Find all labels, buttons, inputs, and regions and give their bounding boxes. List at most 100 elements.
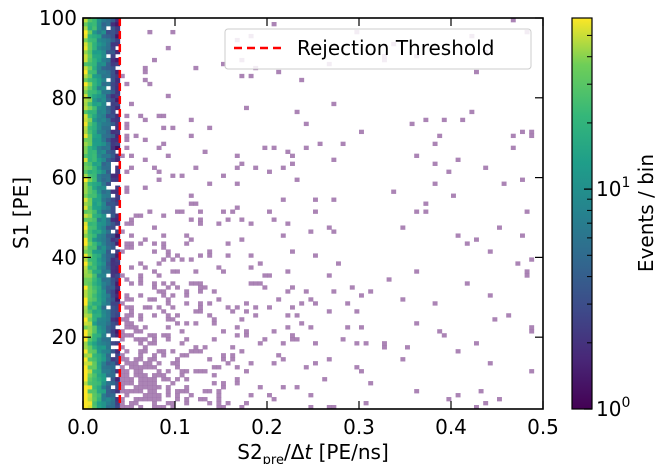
heatmap-cell [96,253,102,258]
heatmap-cell [101,385,107,390]
heatmap-cell [92,261,98,266]
heatmap-cell [129,313,134,318]
heatmap-cell [110,333,116,338]
heatmap-cell [96,221,102,226]
heatmap-cell [87,109,93,115]
heatmap-cell [179,369,185,374]
heatmap-cell [124,321,130,326]
heatmap-cell [216,397,222,402]
heatmap-cell [92,117,98,123]
heatmap-cell [175,321,180,326]
heatmap-cell [110,37,116,43]
heatmap-cell [156,349,162,354]
heatmap-cell [106,245,111,250]
heatmap-cell [106,121,111,127]
heatmap-cell [165,393,171,398]
heatmap-cell [92,361,98,366]
heatmap-cell [92,65,98,71]
heatmap-cell [92,405,98,409]
heatmap-cell [83,65,88,71]
heatmap-cell [87,333,93,338]
heatmap-cell [207,401,213,406]
heatmap-cell [129,297,134,302]
heatmap-cell [110,81,116,87]
heatmap-cell [96,185,102,190]
heatmap-cell [87,301,93,306]
heatmap-cell [96,153,102,158]
heatmap-cell [464,281,470,286]
heatmap-cell [87,77,93,83]
heatmap-cell [455,349,461,354]
heatmap-cell [83,289,88,294]
heatmap-cell [455,393,461,398]
heatmap-cell [83,377,88,382]
heatmap-cell [510,18,516,23]
heatmap-cell [92,313,98,318]
heatmap-cell [83,341,88,346]
legend-threshold-label: Rejection Threshold [297,36,494,60]
heatmap-cell [92,197,98,202]
x-axis-label: S2pre/Δt [PE/ns] [237,440,389,464]
heatmap-cell [83,193,88,198]
heatmap-cell [170,305,176,310]
heatmap-cell [115,361,121,366]
heatmap-cell [110,213,116,218]
heatmap-cell [101,293,107,298]
heatmap-cell [179,209,185,214]
heatmap-cell [106,233,111,238]
heatmap-cell [106,145,111,151]
heatmap-cell [110,145,116,151]
heatmap-cell [124,369,130,374]
heatmap-cell [147,81,153,87]
heatmap-cell [101,297,107,302]
heatmap-cell [106,353,111,358]
heatmap-cell [345,325,351,330]
heatmap-cell [106,125,111,131]
heatmap-cell [119,229,125,234]
heatmap-cell [133,337,139,342]
heatmap-cell [115,233,121,238]
heatmap-cell [83,221,88,226]
heatmap-cell [83,329,88,334]
heatmap-cell [101,313,107,318]
heatmap-cell [83,357,88,362]
heatmap-cell [138,405,144,409]
heatmap-cell [138,293,144,298]
heatmap-cell [294,313,300,318]
heatmap-cell [147,393,153,398]
heatmap-cell [87,269,93,274]
heatmap-cell [87,29,93,35]
heatmap-cell [193,201,199,206]
heatmap-cell [124,357,130,362]
heatmap-cell [83,317,88,322]
heatmap-cell [170,317,176,322]
heatmap-cell [110,101,116,107]
heatmap-cell [359,325,364,330]
heatmap-cell [257,281,263,286]
heatmap-cell [101,337,107,342]
heatmap-cell [87,89,93,95]
heatmap-cell [96,381,102,386]
heatmap-cell [83,397,88,402]
heatmap-cell [474,69,479,75]
heatmap-cell [101,361,107,366]
heatmap-cell [483,165,489,170]
heatmap-cell [124,377,130,382]
heatmap-cell [110,205,116,210]
heatmap-cell [110,137,116,143]
heatmap-cell [156,305,162,310]
heatmap-cell [285,313,291,318]
heatmap-cell [115,221,121,226]
heatmap-cell [87,369,93,374]
heatmap-cell [110,25,116,31]
heatmap-cell [101,245,107,250]
heatmap-cell [87,105,93,111]
heatmap-cell [119,73,125,79]
heatmap-cell [96,173,102,178]
heatmap-cell [188,281,194,286]
heatmap-cell [129,245,134,250]
heatmap-cell [198,309,203,314]
heatmap-cell [165,301,171,306]
heatmap-cell [193,309,199,314]
heatmap-cell [83,137,88,143]
